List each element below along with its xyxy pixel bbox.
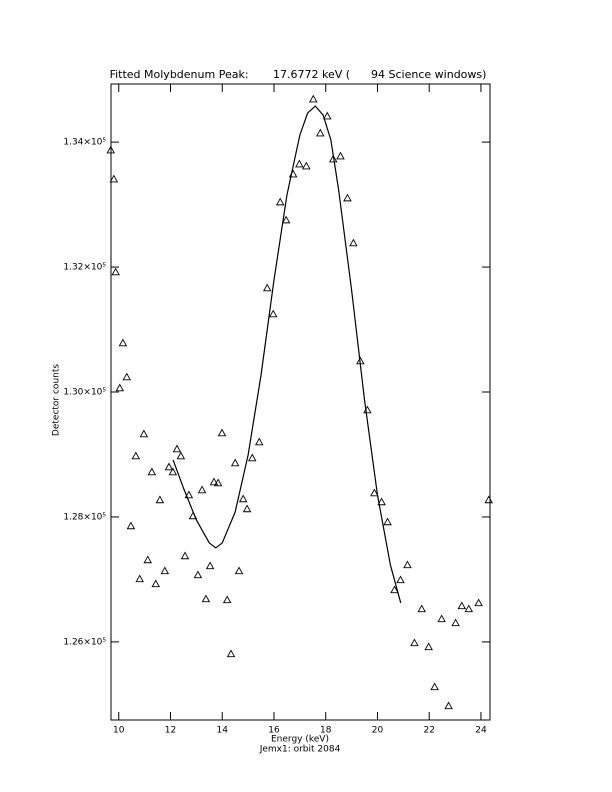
data-point — [168, 467, 178, 476]
data-point — [424, 642, 433, 651]
data-point — [417, 604, 426, 613]
data-point — [254, 437, 264, 446]
data-point — [205, 561, 215, 570]
data-point — [147, 467, 157, 476]
data-point — [180, 551, 190, 560]
data-point — [118, 338, 128, 347]
data-point — [193, 570, 203, 579]
data-point — [302, 161, 311, 170]
x-tick-label: 20 — [372, 726, 384, 736]
subtitle: Jemx1: orbit 2084 — [259, 745, 341, 755]
plot-frame — [110, 83, 491, 721]
x-tick-label: 18 — [320, 726, 332, 736]
data-point — [234, 566, 244, 575]
data-point — [383, 517, 392, 526]
x-axis-label: Energy (keV) — [271, 735, 329, 745]
x-tick-label: 16 — [268, 726, 280, 736]
y-tick-label: 1.30×10⁵ — [63, 388, 106, 398]
data-point — [430, 682, 439, 691]
data-point — [222, 595, 232, 604]
data-point — [238, 494, 248, 503]
data-point — [160, 566, 170, 575]
data-point — [230, 458, 240, 467]
data-point — [281, 215, 291, 224]
data-point — [164, 462, 174, 471]
x-tick-label: 14 — [217, 726, 229, 736]
x-tick-label: 22 — [423, 726, 434, 736]
data-point — [143, 555, 153, 564]
data-point — [474, 598, 483, 607]
data-point — [349, 238, 358, 247]
data-point — [343, 193, 352, 202]
data-point — [464, 604, 474, 613]
y-tick-label: 1.26×10⁵ — [63, 637, 106, 647]
data-point — [410, 638, 419, 647]
data-point — [457, 601, 467, 610]
data-point — [377, 497, 386, 506]
data-point — [309, 94, 318, 103]
data-point — [336, 151, 345, 160]
x-tick-label: 12 — [165, 726, 176, 736]
data-point — [242, 504, 252, 513]
data-point — [106, 145, 116, 154]
data-point — [403, 560, 412, 569]
data-point — [139, 429, 149, 438]
data-point — [131, 451, 141, 460]
data-point — [295, 159, 304, 168]
y-tick-label: 1.34×10⁵ — [63, 138, 106, 148]
data-point — [126, 521, 136, 530]
data-point — [122, 372, 132, 381]
data-point — [213, 478, 223, 487]
data-point — [262, 283, 272, 292]
data-point — [390, 585, 399, 594]
data-point — [370, 488, 379, 497]
data-point — [226, 649, 236, 658]
x-tick-label: 24 — [475, 726, 487, 736]
data-point — [135, 574, 144, 583]
y-axis-label: Detector counts — [52, 364, 62, 436]
data-point — [109, 174, 119, 183]
data-point — [323, 111, 332, 120]
data-point — [275, 197, 285, 206]
data-point — [201, 594, 211, 603]
data-point — [155, 495, 165, 504]
data-point — [151, 579, 161, 588]
data-point — [437, 614, 446, 623]
data-point — [396, 575, 405, 584]
y-tick-label: 1.28×10⁵ — [63, 512, 106, 522]
data-point — [184, 490, 194, 499]
x-tick-label: 10 — [113, 726, 125, 736]
data-point — [451, 618, 460, 627]
data-point — [247, 453, 257, 462]
y-tick-label: 1.32×10⁵ — [63, 263, 106, 273]
data-point — [115, 383, 125, 392]
fit-line — [172, 105, 402, 604]
data-point — [172, 444, 182, 453]
chart-title: Fitted Molybdenum Peak: 17.6772 keV ( 94… — [110, 68, 487, 81]
data-point — [328, 154, 338, 163]
data-point — [444, 701, 453, 710]
data-point — [217, 428, 227, 437]
data-point — [111, 267, 120, 276]
data-point — [209, 477, 219, 486]
data-point — [484, 495, 493, 504]
data-point — [316, 128, 325, 137]
data-point — [268, 309, 278, 318]
data-point — [197, 485, 207, 494]
data-point — [176, 451, 186, 460]
